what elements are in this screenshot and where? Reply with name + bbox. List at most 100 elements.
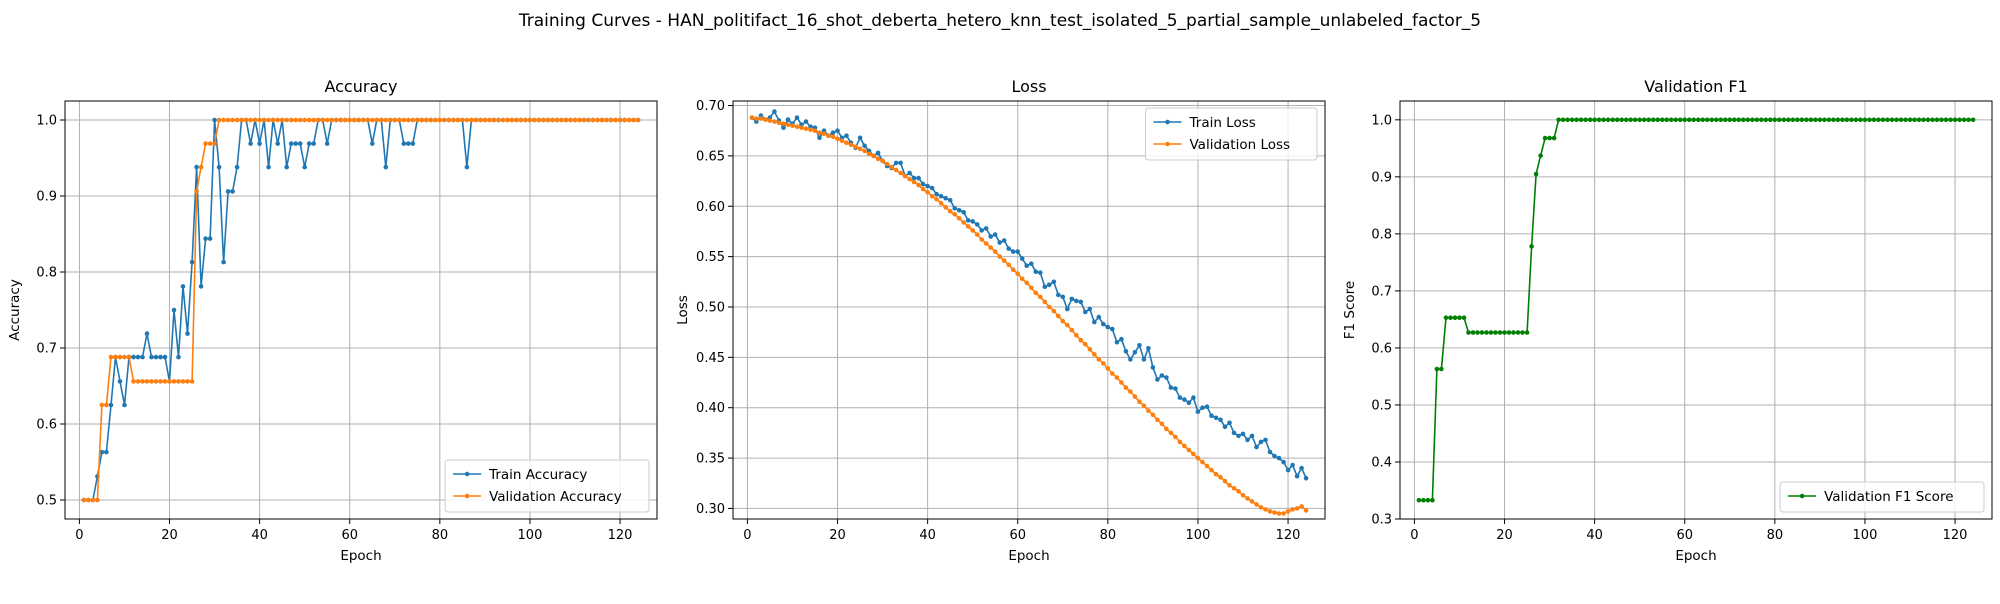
validation-loss-point xyxy=(961,220,966,225)
validation-f1-score-point xyxy=(1691,117,1696,123)
train-accuracy-point xyxy=(257,141,262,146)
validation-loss-point xyxy=(844,140,849,146)
train-accuracy-point xyxy=(180,284,186,289)
train-accuracy-point xyxy=(284,164,290,170)
validation-loss-point xyxy=(794,124,800,129)
accuracy-y-axis-label: Accuracy xyxy=(7,279,23,341)
validation-loss-point xyxy=(1240,493,1246,498)
train-loss-point xyxy=(1042,284,1048,290)
validation-loss-point xyxy=(1249,499,1255,504)
train-loss-point xyxy=(772,109,777,114)
validation-loss-point xyxy=(889,164,894,170)
validation-f1-score-point xyxy=(1583,117,1588,123)
train-accuracy-point xyxy=(131,354,136,360)
train-loss-point xyxy=(1015,249,1020,254)
train-loss-point xyxy=(1137,343,1142,348)
validation-f1-score-point xyxy=(1493,330,1498,335)
validation-f1-score-point xyxy=(1925,117,1931,123)
train-loss-point xyxy=(983,226,989,231)
validation-loss-line xyxy=(751,116,1307,515)
validation-loss-point xyxy=(1204,463,1210,469)
validation-loss-point xyxy=(1105,366,1111,371)
validation-f1-score-point xyxy=(1542,135,1548,141)
validation-loss-point xyxy=(970,228,975,233)
validation-accuracy-point xyxy=(410,117,416,123)
train-loss-point xyxy=(934,191,939,197)
validation-loss-point xyxy=(1006,262,1011,268)
validation-accuracy-point xyxy=(99,402,105,408)
validation-loss-point xyxy=(776,120,782,125)
validation-loss-point xyxy=(862,148,867,154)
train-loss-point xyxy=(1168,385,1174,390)
validation-f1-score-point xyxy=(1835,117,1841,123)
validation-accuracy-point xyxy=(338,117,344,123)
validation-f1-score-point xyxy=(1646,117,1651,123)
train-loss-point xyxy=(1159,373,1165,378)
train-accuracy-point xyxy=(324,141,330,146)
validation-f1-score-point xyxy=(1529,244,1534,249)
validation-accuracy-point xyxy=(505,117,510,123)
accuracy-x-tick-label: 0 xyxy=(75,528,83,543)
train-loss-point xyxy=(1146,346,1151,351)
validation-loss-point xyxy=(947,209,953,214)
validation-loss-point xyxy=(1213,471,1219,477)
loss-y-tick-label: 0.35 xyxy=(696,452,725,467)
validation-loss-point xyxy=(992,249,998,254)
accuracy-x-tick-label: 40 xyxy=(251,528,268,543)
validation-loss-point xyxy=(1024,280,1029,286)
validation-f1-score-point xyxy=(1862,117,1868,123)
train-loss-point xyxy=(1209,413,1214,419)
validation-loss-point xyxy=(1173,434,1178,440)
validation-f1-score-point xyxy=(1849,117,1854,123)
train-loss-point xyxy=(1213,415,1219,421)
validation-loss-point xyxy=(1074,332,1079,338)
train-loss-point xyxy=(1164,375,1169,380)
validation-f1-score-point xyxy=(1970,117,1976,123)
train-loss-point xyxy=(1119,336,1124,342)
validation-accuracy-point xyxy=(586,117,591,123)
train-loss-point xyxy=(1267,449,1273,455)
validation-f1-legend-box xyxy=(1779,481,1985,513)
train-accuracy-point xyxy=(383,164,389,170)
validation-accuracy-point xyxy=(275,117,281,123)
validation-loss-point xyxy=(1267,509,1273,514)
validation-f1-x-tick-label: 0 xyxy=(1410,528,1418,543)
train-accuracy-point xyxy=(212,117,217,123)
train-accuracy-point xyxy=(104,449,109,455)
validation-accuracy-point xyxy=(559,117,564,123)
validation-accuracy-point xyxy=(81,497,87,503)
loss-y-tick-label: 0.50 xyxy=(696,300,725,315)
train-loss-point xyxy=(947,197,953,203)
validation-accuracy-point xyxy=(320,117,326,123)
validation-loss-point xyxy=(767,118,773,123)
train-loss-point xyxy=(1290,462,1295,468)
validation-loss-point xyxy=(884,161,890,167)
validation-loss-point xyxy=(1096,357,1102,362)
train-loss-point xyxy=(1006,246,1011,251)
validation-accuracy-point xyxy=(117,354,123,360)
validation-loss-point xyxy=(1132,394,1138,399)
validation-loss-point xyxy=(799,125,804,130)
train-loss-point xyxy=(1218,417,1223,423)
validation-accuracy-point xyxy=(365,117,371,123)
validation-f1-score-point xyxy=(1952,117,1958,123)
validation-f1-legend: Validation F1 Score xyxy=(1779,481,1985,513)
validation-f1-score-point xyxy=(1790,117,1796,123)
train-loss-point xyxy=(1132,350,1138,355)
validation-f1-score-point xyxy=(1885,117,1890,123)
train-loss-point xyxy=(925,183,930,189)
validation-f1-score-point xyxy=(1871,117,1877,123)
accuracy-x-axis-label: Epoch xyxy=(340,548,381,564)
train-loss-point xyxy=(1191,395,1196,400)
validation-f1-score-point xyxy=(1907,117,1913,123)
validation-accuracy-point xyxy=(419,117,425,123)
validation-accuracy-point xyxy=(230,117,235,123)
train-loss-point xyxy=(920,181,926,187)
validation-f1-score-point xyxy=(1777,117,1782,123)
train-accuracy-point xyxy=(302,164,308,170)
validation-f1-score-point xyxy=(1502,330,1507,335)
loss-x-tick-label: 120 xyxy=(1276,528,1301,543)
validation-accuracy-point xyxy=(487,117,492,123)
train-loss-point xyxy=(1010,249,1016,254)
validation-f1-score-point xyxy=(1488,330,1494,335)
